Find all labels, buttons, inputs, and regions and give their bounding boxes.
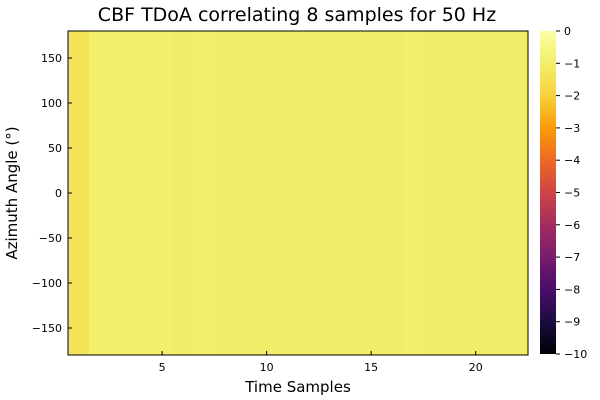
colorbar <box>540 31 556 354</box>
colorbar-tick-label: −2 <box>564 90 580 103</box>
x-tick-label: 15 <box>364 361 378 374</box>
heatmap-cell <box>318 31 341 355</box>
heatmap-cell <box>298 31 320 355</box>
colorbar-tick-label: −8 <box>564 283 580 296</box>
heatmap-cell <box>235 31 257 355</box>
heatmap-cell <box>68 31 90 355</box>
colorbar-tick-label: −5 <box>564 187 580 200</box>
y-axis-ticks: 150 100 50 0 −50 −100 −150 <box>32 52 72 335</box>
heatmap-cell <box>172 31 194 355</box>
heatmap-cell <box>151 31 173 355</box>
heatmap-cell <box>214 31 236 355</box>
y-axis-label: Azimuth Angle (°) <box>3 126 21 259</box>
y-tick-label: 100 <box>41 97 62 110</box>
chart-title: CBF TDoA correlating 8 samples for 50 Hz <box>98 4 496 26</box>
heatmap-cell <box>465 31 487 355</box>
heatmap-cell <box>256 31 278 355</box>
y-tick-label: −150 <box>32 322 62 335</box>
heatmap-cell <box>402 31 424 355</box>
colorbar-tick-label: −1 <box>564 57 580 70</box>
heatmap-cell <box>423 31 445 355</box>
heatmap-cell <box>130 31 153 355</box>
y-tick-label: 150 <box>41 52 62 65</box>
x-tick-label: 5 <box>159 361 166 374</box>
heatmap-cell <box>88 31 111 355</box>
y-tick-label: −100 <box>32 277 62 290</box>
x-tick-label: 20 <box>469 361 483 374</box>
colorbar-tick-label: −3 <box>564 122 580 135</box>
x-axis-ticks: 5 10 15 20 <box>159 351 483 374</box>
heatmap-cell <box>507 31 529 355</box>
y-tick-label: 0 <box>55 187 62 200</box>
heatmap-cell <box>486 31 508 355</box>
heatmap-cell <box>109 31 132 355</box>
y-tick-label: 50 <box>48 142 62 155</box>
y-tick-label: −50 <box>39 232 62 245</box>
colorbar-tick-label: −7 <box>564 251 580 264</box>
heatmap-cell <box>277 31 299 355</box>
colorbar-tick-label: −6 <box>564 219 580 232</box>
heatmap-cell <box>444 31 466 355</box>
heatmap-cell <box>381 31 403 355</box>
colorbar-tick-label: −10 <box>564 348 587 361</box>
colorbar-tick-label: −9 <box>564 316 580 329</box>
colorbar-tick-label: −4 <box>564 154 580 167</box>
heatmap-cell <box>339 31 362 355</box>
heatmap-cells <box>68 31 529 355</box>
heatmap-cell <box>360 31 383 355</box>
heatmap-cell <box>193 31 215 355</box>
colorbar-tick-label: 0 <box>564 25 571 38</box>
colorbar-ticks: 0 −1 −2 −3 −4 −5 −6 −7 −8 −9 −10 <box>556 25 587 361</box>
x-axis-label: Time Samples <box>244 378 351 396</box>
x-tick-label: 10 <box>260 361 274 374</box>
